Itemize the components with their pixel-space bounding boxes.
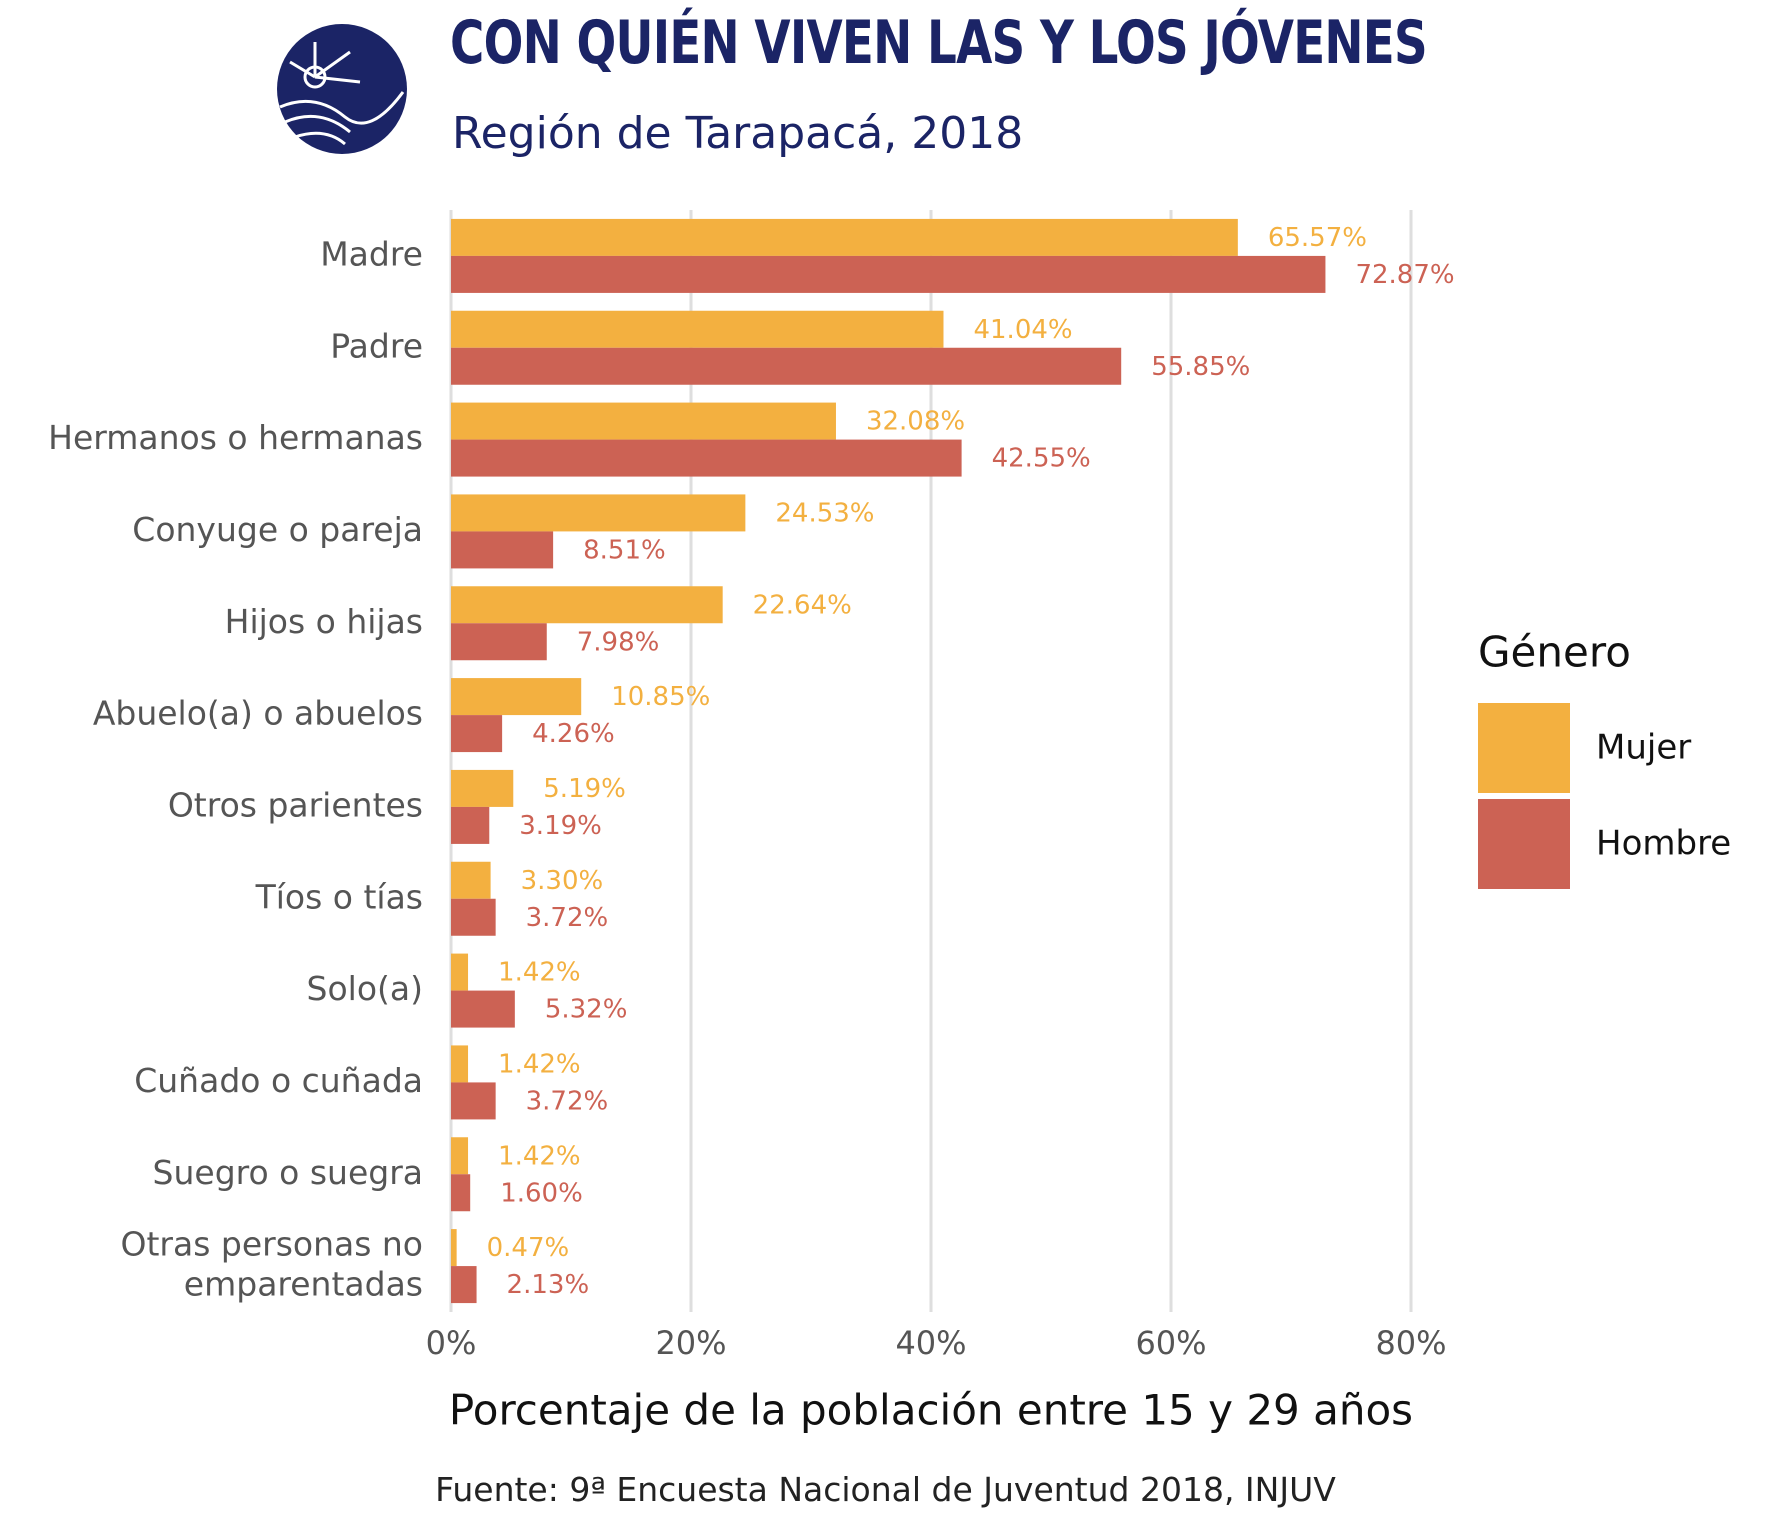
data-label-hombre: 4.26%: [532, 719, 615, 749]
bar-hombre-padre: [451, 347, 1122, 385]
data-label-hombre: 3.72%: [526, 903, 609, 933]
x-tick-label: 40%: [895, 1324, 966, 1362]
data-label-mujer: 3.30%: [521, 866, 604, 896]
bar-chart: 0% 20% 40% 60% 80% 65.57% 72.87% Madre 41.04% 55.…: [48, 210, 1731, 1435]
legend-label-hombre: Hombre: [1596, 824, 1731, 864]
bar-mujer-hermanos-o-hermanas: [451, 402, 836, 440]
data-label-hombre: 8.51%: [583, 535, 666, 565]
bar-mujer-madre: [451, 218, 1238, 256]
bar-hombre-otras-personas-no-emparentadas: [451, 1266, 477, 1304]
bar-hombre-hermanos-o-hermanas: [451, 439, 962, 477]
logo-mark: [279, 42, 405, 146]
y-tick-label: Suegro o suegra: [153, 1153, 423, 1192]
data-label-mujer: 32.08%: [866, 407, 965, 437]
data-label-mujer: 0.47%: [487, 1233, 570, 1263]
bar-mujer-hijos-o-hijas: [451, 586, 723, 624]
bar-mujer-cunado-o-cunada: [451, 1045, 469, 1083]
bar-mujer-solo-a: [451, 953, 469, 991]
data-label-hombre: 3.19%: [519, 811, 602, 841]
legend-label-mujer: Mujer: [1596, 728, 1691, 768]
data-label-hombre: 1.60%: [500, 1178, 583, 1208]
logo: [277, 24, 407, 154]
y-tick-label: Hijos o hijas: [225, 602, 423, 641]
bar-mujer-tios-o-tias: [451, 861, 491, 899]
x-tick-label: 80%: [1375, 1324, 1446, 1362]
data-label-mujer: 1.42%: [498, 1049, 581, 1079]
bar-mujer-abuelo-a-o-abuelos: [451, 678, 582, 716]
data-label-hombre: 72.87%: [1355, 260, 1454, 290]
legend-swatch-mujer: [1478, 703, 1570, 793]
y-tick-label: Conyuge o pareja: [132, 510, 423, 549]
x-tick-label: 20%: [655, 1324, 726, 1362]
data-label-hombre: 2.13%: [507, 1270, 590, 1300]
logo-circle: [277, 24, 407, 154]
bar-hombre-conyuge-o-pareja: [451, 531, 554, 569]
source-note: Fuente: 9ª Encuesta Nacional de Juventud…: [435, 1470, 1336, 1509]
data-label-hombre: 7.98%: [577, 627, 660, 657]
bar-hombre-abuelo-a-o-abuelos: [451, 715, 503, 753]
data-label-mujer: 5.19%: [543, 774, 626, 804]
data-label-hombre: 3.72%: [526, 1086, 609, 1116]
y-tick-label: Padre: [330, 326, 423, 365]
data-label-mujer: 41.04%: [973, 315, 1072, 345]
x-axis-title: Porcentaje de la población entre 15 y 29…: [449, 1386, 1413, 1435]
bar-hombre-cunado-o-cunada: [451, 1082, 496, 1120]
chart-subtitle: Región de Tarapacá, 2018: [452, 108, 1024, 159]
y-tick-label: Abuelo(a) o abuelos: [93, 694, 423, 733]
bar-hombre-tios-o-tias: [451, 898, 496, 936]
data-label-mujer: 1.42%: [498, 1141, 581, 1171]
y-tick-label: emparentadas: [184, 1265, 423, 1304]
data-label-mujer: 22.64%: [753, 590, 852, 620]
data-label-mujer: 1.42%: [498, 958, 581, 988]
bar-mujer-padre: [451, 310, 944, 348]
bar-mujer-suegro-o-suegra: [451, 1137, 469, 1175]
bar-mujer-otros-parientes: [451, 769, 514, 807]
bar-mujer-otras-personas-no-emparentadas: [451, 1229, 457, 1267]
y-tick-label: Hermanos o hermanas: [48, 418, 423, 457]
bar-mujer-conyuge-o-pareja: [451, 494, 746, 532]
bar-hombre-hijos-o-hijas: [451, 623, 547, 661]
y-tick-label: Solo(a): [307, 969, 423, 1008]
legend-swatch-hombre: [1478, 799, 1570, 889]
x-tick-label: 0%: [426, 1324, 477, 1362]
bar-hombre-solo-a: [451, 990, 515, 1028]
data-label-hombre: 55.85%: [1151, 352, 1250, 382]
chart-title: CON QUIÉN VIVEN LAS Y LOS JÓVENES: [450, 8, 1428, 78]
data-label-mujer: 10.85%: [611, 682, 710, 712]
bar-hombre-suegro-o-suegra: [451, 1174, 471, 1212]
legend-title: Género: [1478, 628, 1631, 677]
y-tick-label: Otras personas no: [120, 1225, 423, 1264]
x-tick-label: 60%: [1135, 1324, 1206, 1362]
data-label-mujer: 24.53%: [775, 498, 874, 528]
data-label-hombre: 42.55%: [992, 444, 1091, 474]
y-tick-label: Cuñado o cuñada: [134, 1061, 423, 1100]
data-label-mujer: 65.57%: [1268, 223, 1367, 253]
y-tick-label: Otros parientes: [168, 785, 423, 824]
data-label-hombre: 5.32%: [545, 995, 628, 1025]
y-tick-label: Madre: [320, 234, 423, 273]
y-tick-label: Tíos o tías: [255, 877, 423, 916]
bar-hombre-madre: [451, 255, 1326, 293]
bar-hombre-otros-parientes: [451, 806, 490, 844]
